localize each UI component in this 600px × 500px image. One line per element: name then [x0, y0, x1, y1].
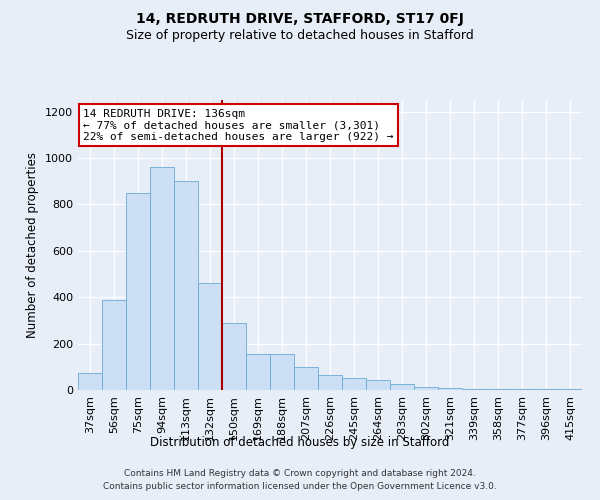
- Bar: [78, 372, 102, 390]
- Bar: [246, 354, 270, 390]
- Y-axis label: Number of detached properties: Number of detached properties: [26, 152, 40, 338]
- Bar: [222, 322, 246, 390]
- Text: Contains public sector information licensed under the Open Government Licence v3: Contains public sector information licen…: [103, 482, 497, 491]
- Bar: [342, 378, 366, 390]
- Bar: [510, 389, 534, 390]
- Bar: [318, 375, 342, 390]
- Bar: [414, 386, 438, 390]
- Bar: [438, 388, 462, 390]
- Bar: [534, 389, 558, 390]
- Bar: [486, 389, 510, 390]
- Bar: [198, 284, 222, 390]
- Text: Contains HM Land Registry data © Crown copyright and database right 2024.: Contains HM Land Registry data © Crown c…: [124, 468, 476, 477]
- Text: 14 REDRUTH DRIVE: 136sqm
← 77% of detached houses are smaller (3,301)
22% of sem: 14 REDRUTH DRIVE: 136sqm ← 77% of detach…: [83, 108, 394, 142]
- Bar: [462, 389, 486, 390]
- Bar: [126, 193, 150, 390]
- Bar: [174, 181, 198, 390]
- Bar: [150, 168, 174, 390]
- Bar: [366, 380, 390, 390]
- Bar: [558, 389, 582, 390]
- Text: 14, REDRUTH DRIVE, STAFFORD, ST17 0FJ: 14, REDRUTH DRIVE, STAFFORD, ST17 0FJ: [136, 12, 464, 26]
- Bar: [102, 300, 126, 390]
- Text: Size of property relative to detached houses in Stafford: Size of property relative to detached ho…: [126, 29, 474, 42]
- Text: Distribution of detached houses by size in Stafford: Distribution of detached houses by size …: [151, 436, 449, 449]
- Bar: [390, 384, 414, 390]
- Bar: [294, 367, 318, 390]
- Bar: [270, 354, 294, 390]
